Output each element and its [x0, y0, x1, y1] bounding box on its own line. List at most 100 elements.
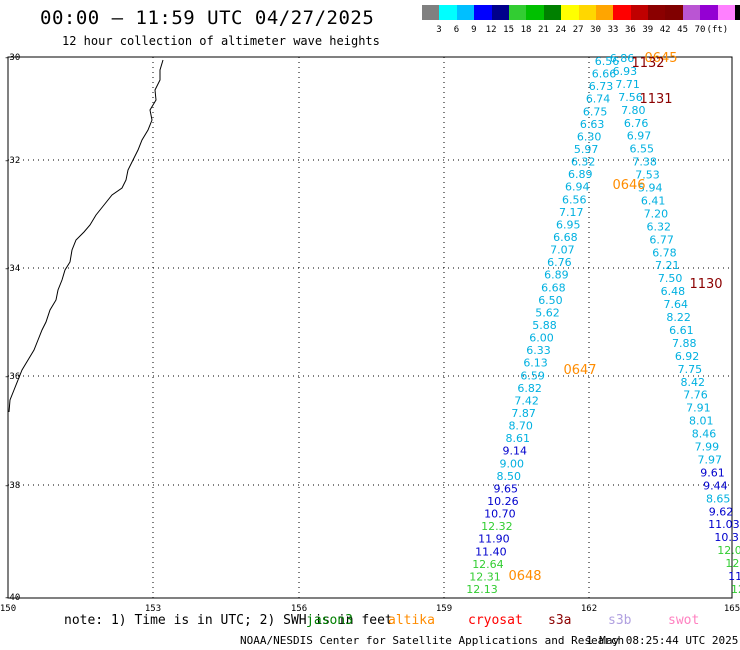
- wave-height-label: 11.03: [708, 518, 740, 531]
- colorbar-tick-label: 27: [573, 25, 584, 35]
- satellite-legend-item: swot: [668, 613, 700, 628]
- wave-height-label: 6.56: [595, 55, 620, 68]
- wave-height-label: 10.70: [484, 508, 516, 521]
- wave-height-label: 6.68: [553, 231, 578, 244]
- colorbar-tick-label: 24: [555, 25, 566, 35]
- wave-height-label: 11: [728, 570, 740, 583]
- wave-height-label: 6.77: [649, 233, 674, 246]
- wave-height-label: 12.32: [481, 520, 513, 533]
- wave-height-label: 9.62: [709, 505, 734, 518]
- wave-height-label: 6.74: [586, 93, 611, 106]
- wave-height-label: 7.53: [635, 169, 660, 182]
- latitude-label: -30: [4, 53, 20, 63]
- wave-height-label: 5.62: [535, 306, 560, 319]
- wave-height-label: 5.97: [574, 143, 599, 156]
- graticule: [8, 57, 732, 598]
- wave-height-label: 7.38: [632, 156, 657, 169]
- wave-height-label: 12.13: [466, 583, 498, 596]
- pass-time-label: 0648: [508, 569, 541, 584]
- latitude-label: -36: [4, 372, 20, 382]
- wave-height-label: 6.33: [526, 344, 551, 357]
- colorbar-swatch: [717, 5, 736, 20]
- colorbar-tick-label: 42: [660, 25, 671, 35]
- longitude-label: 150: [0, 604, 16, 612]
- wave-height-label: 10.3: [714, 531, 739, 544]
- colorbar-swatch: [508, 5, 527, 20]
- wave-height-label: 8.65: [706, 492, 731, 505]
- wave-height-label: 7.56: [618, 91, 643, 104]
- wave-height-label: 6.59: [520, 369, 545, 382]
- footer-credit: NOAA/NESDIS Center for Satellite Applica…: [240, 634, 625, 647]
- wave-height-label: 7.64: [664, 298, 689, 311]
- wave-height-label: 7.76: [683, 389, 708, 402]
- longitude-label: 156: [291, 604, 307, 612]
- wave-height-label: 9.65: [494, 482, 519, 495]
- wave-height-label: 6.92: [675, 350, 700, 363]
- pass-time-label: 0647: [563, 363, 596, 378]
- wave-height-label: 8.01: [689, 415, 714, 428]
- colorbar-tick-label: 39: [642, 25, 653, 35]
- wave-height-label: 6.63: [580, 118, 605, 131]
- satellite-legend-item: s3b: [608, 613, 632, 628]
- wave-height-label: 6.93: [613, 65, 638, 78]
- wave-height-label: 7.07: [550, 244, 575, 257]
- wave-height-colorbar: [422, 5, 740, 20]
- wave-height-label: 9.14: [502, 445, 527, 458]
- altimeter-pass-east: 6.866.937.717.567.806.766.976.557.387.53…: [610, 52, 740, 596]
- wave-height-label: 8.50: [497, 470, 522, 483]
- colorbar-tick-label: 9: [471, 25, 476, 35]
- wave-height-label: 12.0: [717, 544, 740, 557]
- wave-height-label: 8.61: [505, 432, 530, 445]
- latitude-label: -32: [4, 156, 20, 166]
- wave-height-label: 6.76: [547, 256, 572, 269]
- map-subtitle: 12 hour collection of altimeter wave hei…: [62, 34, 380, 48]
- wave-height-label: 7.21: [655, 259, 680, 272]
- map-title: 00:00 – 11:59 UTC 04/27/2025: [40, 7, 375, 29]
- wave-height-label: 7.71: [615, 78, 640, 91]
- wave-height-label: 8.46: [692, 428, 717, 441]
- wave-height-label: 6.89: [568, 168, 593, 181]
- footer-date: 1 May 08:25:44 UTC 2025: [586, 634, 739, 647]
- wave-height-label: 7.17: [559, 206, 584, 219]
- colorbar-swatch: [630, 5, 649, 20]
- wave-height-label: 6.32: [571, 156, 596, 169]
- altimeter-pass-west: 6.566.666.736.746.756.636.305.976.326.89…: [466, 55, 619, 596]
- wave-height-label: 7.80: [621, 104, 646, 117]
- colorbar-swatch: [648, 5, 666, 20]
- colorbar-swatch: [595, 5, 614, 20]
- wave-height-label: 9.00: [500, 457, 525, 470]
- colorbar-swatch: [439, 5, 457, 20]
- colorbar-swatch: [491, 5, 509, 20]
- coastline: [8, 59, 164, 413]
- colorbar-tick-label: 33: [608, 25, 619, 35]
- colorbar-tick-label: 3: [436, 25, 441, 35]
- colorbar-tick-label: 21: [538, 25, 549, 35]
- latitude-label: -40: [4, 593, 20, 603]
- wave-height-label: 6.61: [669, 324, 694, 337]
- colorbar-swatch: [682, 5, 701, 20]
- colorbar-tick-label: 36: [625, 25, 636, 35]
- wave-height-label: 7.20: [644, 207, 669, 220]
- wave-height-label: 6.00: [529, 332, 554, 345]
- wave-height-label: 6.73: [589, 80, 614, 93]
- wave-height-label: 12: [731, 583, 740, 596]
- wave-height-label: 7.87: [511, 407, 536, 420]
- wave-height-label: 6.95: [556, 218, 581, 231]
- wave-height-label: 6.76: [624, 117, 649, 130]
- colorbar-swatch: [578, 5, 596, 20]
- wave-height-label: 6.48: [661, 285, 686, 298]
- wave-height-label: 7.91: [686, 402, 711, 415]
- wave-height-label: 6.82: [517, 382, 542, 395]
- colorbar-swatch: [474, 5, 492, 20]
- colorbar-swatch: [543, 5, 562, 20]
- wave-height-label: 12.64: [472, 558, 504, 571]
- wave-height-label: 6.50: [538, 294, 563, 307]
- colorbar-swatch: [700, 5, 718, 20]
- map-frame: [7, 56, 733, 599]
- wave-height-label: 12: [725, 557, 739, 570]
- longitude-label: 159: [436, 604, 452, 612]
- wave-height-label: 6.97: [627, 130, 652, 143]
